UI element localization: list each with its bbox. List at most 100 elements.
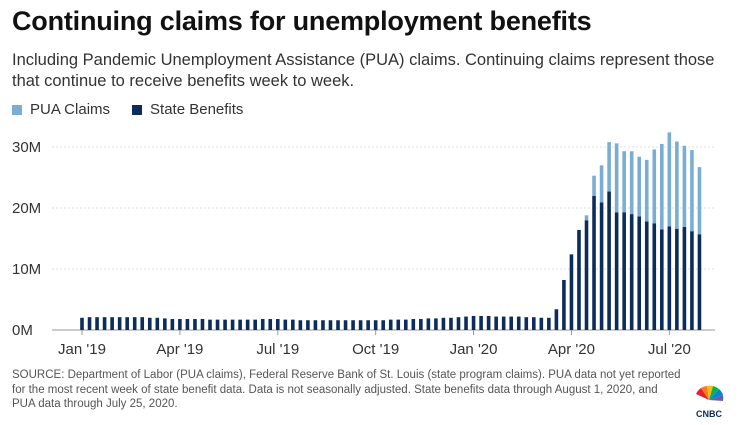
bar-state-21 <box>238 319 242 330</box>
bar-state-24 <box>260 319 265 330</box>
bar-state-67 <box>584 220 589 330</box>
bar-state-38 <box>366 320 370 330</box>
bar-pua-71 <box>614 143 619 213</box>
bar-state-60 <box>532 317 536 330</box>
x-tick-label: Jan '19 <box>58 341 106 358</box>
bar-state-42 <box>396 319 401 330</box>
bar-state-25 <box>268 319 273 330</box>
y-tick-label: 0M <box>12 322 33 339</box>
bar-state-65 <box>569 254 574 330</box>
bar-state-80 <box>682 226 687 330</box>
bar-state-70 <box>607 191 611 330</box>
bar-state-48 <box>441 317 446 330</box>
bar-state-23 <box>253 319 257 330</box>
bar-state-30 <box>306 320 310 330</box>
bar-state-13 <box>178 319 182 330</box>
bar-state-82 <box>697 234 702 330</box>
legend-label-state: State Benefits <box>150 101 244 118</box>
bar-state-44 <box>411 319 416 330</box>
source-note: SOURCE: Department of Labor (PUA claims)… <box>12 369 681 410</box>
bar-pua-72 <box>622 151 626 213</box>
bar-state-58 <box>516 316 521 330</box>
bar-state-37 <box>358 320 363 330</box>
bar-state-31 <box>313 320 318 330</box>
bar-pua-69 <box>599 165 604 203</box>
bar-pua-74 <box>637 156 642 217</box>
legend-swatch-state <box>132 104 143 115</box>
bar-state-8 <box>140 317 145 330</box>
bar-state-16 <box>200 319 205 330</box>
x-tick-label: Jul '20 <box>648 341 691 358</box>
bar-state-78 <box>667 226 672 330</box>
bar-pua-78 <box>667 132 672 227</box>
bar-pua-73 <box>629 151 634 215</box>
bar-state-47 <box>434 318 438 330</box>
bar-state-79 <box>675 228 679 330</box>
bar-state-71 <box>614 212 619 330</box>
bar-state-74 <box>637 216 642 330</box>
bar-state-72 <box>622 212 626 330</box>
bar-state-1 <box>87 317 92 330</box>
bar-state-43 <box>403 319 408 330</box>
bar-state-28 <box>291 319 295 330</box>
bar-state-76 <box>652 223 657 330</box>
bar-state-45 <box>419 319 423 330</box>
bar-state-14 <box>185 319 190 330</box>
bar-state-11 <box>163 318 167 330</box>
y-tick-label: 10M <box>12 261 41 278</box>
bar-state-46 <box>426 318 431 330</box>
bar-state-53 <box>479 315 483 330</box>
chart-title: Continuing claims for unemployment benef… <box>12 6 592 36</box>
bar-pua-81 <box>690 150 694 232</box>
bar-state-55 <box>494 316 498 330</box>
bar-state-20 <box>230 319 235 330</box>
legend-item-pua: PUA Claims <box>12 101 110 118</box>
bar-state-56 <box>501 316 506 330</box>
bar-state-10 <box>155 317 160 330</box>
bar-pua-68 <box>592 175 596 196</box>
bar-state-35 <box>343 320 348 330</box>
bar-state-69 <box>599 202 604 330</box>
bar-pua-80 <box>682 145 687 227</box>
legend-swatch-pua <box>12 104 22 115</box>
bar-state-7 <box>132 317 137 330</box>
bar-pua-79 <box>675 141 679 229</box>
x-tick-label: Jul '19 <box>256 341 299 358</box>
y-tick-label: 20M <box>12 200 41 217</box>
bar-state-6 <box>125 317 129 330</box>
bar-state-57 <box>509 316 514 330</box>
bar-state-68 <box>592 195 596 330</box>
x-tick-label: Apr '20 <box>548 341 595 358</box>
chart-subtitle: Including Pandemic Unemployment Assistan… <box>12 51 715 90</box>
bar-state-63 <box>554 309 559 330</box>
bar-pua-77 <box>660 143 664 230</box>
bar-state-19 <box>223 319 227 330</box>
bar-state-66 <box>577 229 581 330</box>
bar-state-4 <box>110 317 114 330</box>
legend: PUA Claims State Benefits <box>12 101 265 118</box>
legend-label-pua: PUA Claims <box>30 101 111 118</box>
bar-state-22 <box>245 319 250 330</box>
bar-pua-82 <box>697 167 702 235</box>
bar-state-34 <box>336 320 340 330</box>
cnbc-logo: CNBC <box>696 385 724 419</box>
bar-state-54 <box>486 315 491 330</box>
x-tick-label: Jan '20 <box>450 341 498 358</box>
bar-state-49 <box>449 317 453 330</box>
bar-pua-75 <box>644 159 649 222</box>
bar-state-0 <box>80 317 84 330</box>
bar-pua-70 <box>607 142 611 192</box>
bar-state-26 <box>275 319 280 330</box>
bar-state-64 <box>562 279 566 330</box>
bar-state-9 <box>147 317 152 330</box>
bar-state-29 <box>298 320 303 330</box>
bar-state-59 <box>524 317 529 330</box>
bar-state-17 <box>208 319 212 330</box>
bar-state-27 <box>283 319 288 330</box>
bar-state-41 <box>388 319 393 330</box>
bar-state-51 <box>464 316 468 330</box>
bar-chart: 0M 10M 20M 30M Jan '19 Apr '19 Jul '19 Oct '19 J… <box>12 132 715 358</box>
x-tick-label: Apr '19 <box>156 341 203 358</box>
bar-state-75 <box>644 221 649 330</box>
bar-state-39 <box>373 320 378 330</box>
